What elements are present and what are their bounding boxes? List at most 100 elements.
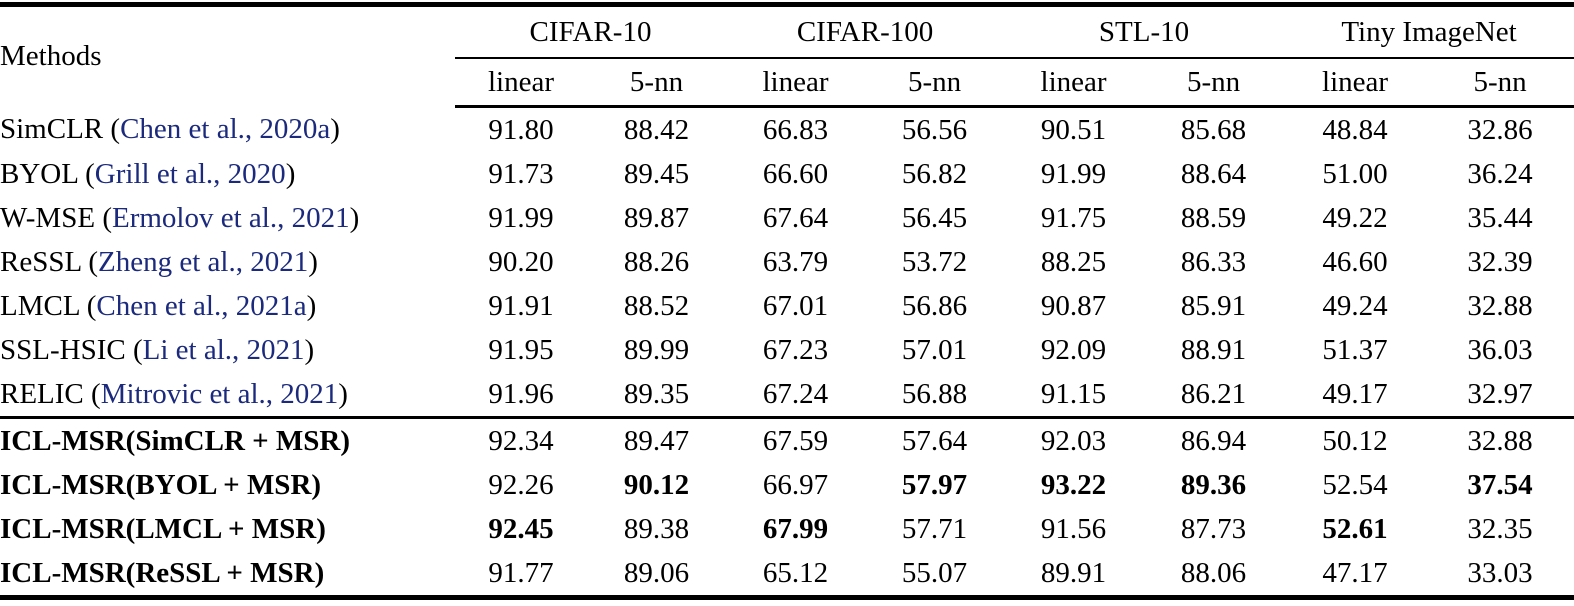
table-row: ReSSL (Zheng et al., 2021) 90.20 88.26 63.7…: [0, 240, 1574, 284]
table-row: RELIC (Mitrovic et al., 2021) 91.96 89.35 6…: [0, 372, 1574, 418]
table-row: SimCLR (Chen et al., 2020a) 91.80 88.42 66.…: [0, 107, 1574, 153]
value-cell: 85.91: [1180, 289, 1247, 322]
value-cell: 32.88: [1467, 289, 1533, 322]
method-cell: ICL-MSR(SimCLR + MSR): [0, 416, 455, 463]
value-cell: 89.91: [1040, 556, 1107, 589]
subheader-linear: linear: [455, 58, 587, 108]
citation-link[interactable]: Chen et al., 2020a: [120, 112, 331, 145]
value-cell: 32.86: [1467, 113, 1533, 146]
value-cell: 91.77: [488, 556, 554, 589]
value-cell: 67.99: [762, 512, 829, 545]
value-cell: 49.17: [1322, 377, 1388, 410]
value-cell: 65.12: [762, 556, 829, 589]
value-cell: 56.56: [901, 113, 968, 146]
method-cell: ICL-MSR(ReSSL + MSR): [0, 556, 325, 589]
value-cell: 67.23: [762, 333, 829, 366]
value-cell: 67.01: [762, 289, 829, 322]
citation-paren-close: ): [308, 245, 318, 278]
value-cell: 37.54: [1467, 468, 1533, 501]
value-cell: 32.35: [1467, 512, 1533, 545]
citation-paren-close: ): [306, 289, 317, 322]
citation-paren-close: ): [349, 201, 360, 234]
value-cell: 63.79: [762, 245, 829, 278]
value-cell: 50.12: [1284, 416, 1427, 463]
method-cell: LMCL (Chen et al., 2021a): [0, 284, 455, 328]
citation-link[interactable]: Mitrovic et al., 2021: [100, 377, 339, 410]
methods-column-header: Methods: [0, 40, 102, 73]
method-cell: ICL-MSR(LMCL + MSR): [0, 512, 326, 545]
value-cell: 86.33: [1180, 245, 1247, 278]
header-sub-row: linear 5-nn linear 5-nn linear 5-nn linear 5-nn: [0, 58, 1574, 108]
subheader-5nn: 5-nn: [865, 58, 1005, 108]
citation-link[interactable]: Zheng et al., 2021: [98, 245, 309, 278]
value-cell: 91.91: [488, 289, 554, 322]
value-cell: 89.36: [1180, 468, 1247, 501]
citation-paren-open: (: [103, 112, 121, 145]
table-row: SSL-HSIC (Li et al., 2021) 91.95 89.99 67.2…: [0, 328, 1574, 372]
value-cell: 90.51: [1040, 113, 1107, 146]
value-cell: 91.15: [1040, 377, 1107, 410]
value-cell: 93.22: [1040, 468, 1107, 501]
citation-link[interactable]: Chen et al., 2021a: [96, 289, 307, 322]
value-cell: 57.01: [901, 333, 968, 366]
value-cell: 56.88: [901, 377, 968, 410]
subheader-linear: linear: [1284, 58, 1427, 108]
citation-paren-open: (: [81, 245, 99, 278]
value-cell: 90.87: [1040, 289, 1107, 322]
value-cell: 88.26: [623, 245, 690, 278]
ours-rows-section: ICL-MSR(SimCLR + MSR) 92.34 89.47 67.59 57.6…: [0, 416, 1574, 598]
subheader-linear: linear: [726, 58, 866, 108]
value-cell: 57.97: [901, 468, 968, 501]
citation-paren-close: ): [304, 333, 315, 366]
value-cell: 52.61: [1322, 512, 1388, 545]
value-cell: 91.99: [1040, 157, 1107, 190]
method-name: RELIC: [0, 377, 84, 410]
value-cell: 47.17: [1322, 556, 1388, 589]
value-cell: 56.45: [901, 201, 968, 234]
value-cell: 55.07: [901, 556, 968, 589]
citation-link[interactable]: Grill et al., 2020: [94, 157, 286, 190]
value-cell: 51.00: [1322, 157, 1388, 190]
subheader-5nn: 5-nn: [1426, 58, 1574, 108]
citation-link[interactable]: Li et al., 2021: [142, 333, 305, 366]
value-cell: 91.56: [1040, 512, 1107, 545]
value-cell: 66.83: [762, 113, 829, 146]
method-name: SSL-HSIC: [0, 333, 126, 366]
value-cell: 92.26: [488, 468, 554, 501]
value-cell: 91.95: [488, 333, 554, 366]
value-cell: 91.73: [488, 157, 554, 190]
value-cell: 92.03: [1004, 416, 1144, 463]
value-cell: 91.99: [488, 201, 554, 234]
method-cell: SSL-HSIC (Li et al., 2021): [0, 328, 455, 372]
value-cell: 53.72: [901, 245, 968, 278]
subheader-5nn: 5-nn: [587, 58, 727, 108]
value-cell: 89.38: [623, 512, 690, 545]
value-cell: 88.64: [1180, 157, 1247, 190]
value-cell: 56.82: [901, 157, 968, 190]
value-cell: 86.21: [1180, 377, 1247, 410]
value-cell: 57.71: [901, 512, 968, 545]
value-cell: 88.06: [1180, 556, 1247, 589]
value-cell: 88.25: [1040, 245, 1107, 278]
value-cell: 57.64: [865, 416, 1005, 463]
citation-paren-close: ): [330, 112, 340, 145]
value-cell: 91.80: [488, 113, 554, 146]
value-cell: 51.37: [1322, 333, 1388, 366]
value-cell: 33.03: [1467, 556, 1533, 589]
value-cell: 35.44: [1467, 201, 1533, 234]
value-cell: 91.75: [1040, 201, 1107, 234]
value-cell: 67.24: [762, 377, 829, 410]
table-row: BYOL (Grill et al., 2020) 91.73 89.45 66.60…: [0, 152, 1574, 196]
method-name: ReSSL: [0, 245, 82, 278]
citation-link[interactable]: Ermolov et al., 2021: [111, 201, 350, 234]
value-cell: 46.60: [1322, 245, 1388, 278]
table-row: W-MSE (Ermolov et al., 2021) 91.99 89.87 67…: [0, 196, 1574, 240]
value-cell: 66.97: [762, 468, 829, 501]
value-cell: 86.94: [1143, 416, 1285, 463]
method-name: LMCL: [0, 289, 80, 322]
value-cell: 89.45: [623, 157, 690, 190]
citation-paren-close: ): [285, 157, 296, 190]
citation-paren-open: (: [77, 157, 95, 190]
value-cell: 32.97: [1467, 377, 1533, 410]
